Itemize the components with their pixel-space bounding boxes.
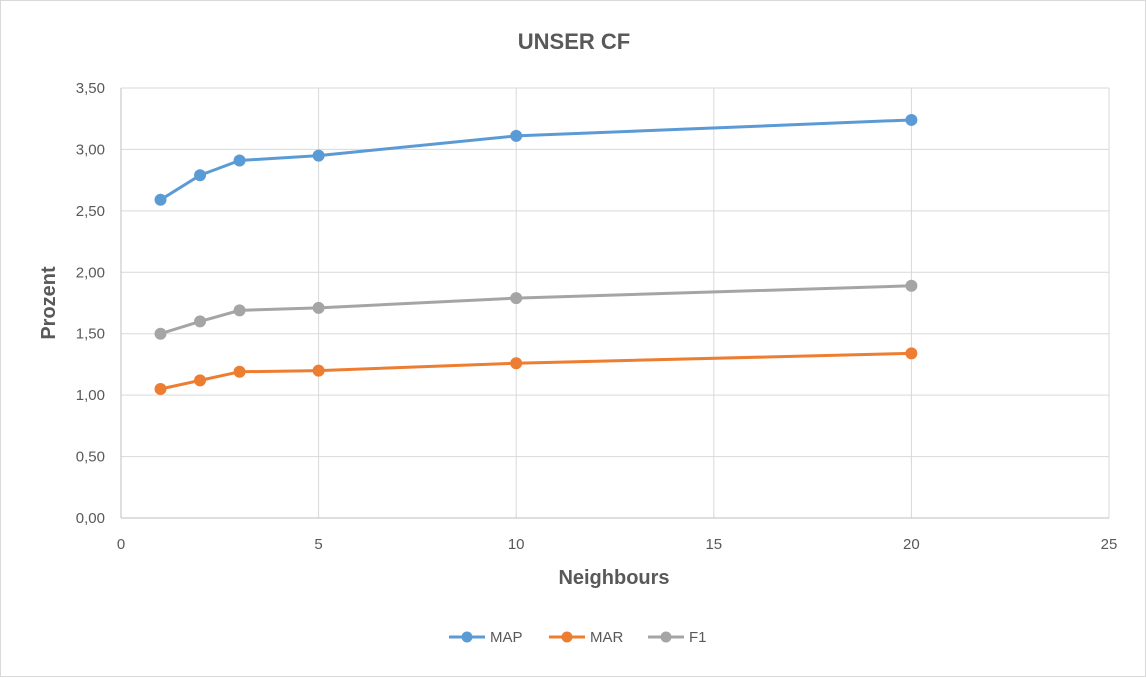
x-tick-label: 5: [314, 536, 322, 553]
data-point-mar: [312, 364, 325, 377]
y-tick-label: 2,50: [76, 203, 105, 220]
data-point-f1: [905, 279, 918, 292]
series-mar: [154, 347, 918, 395]
data-point-f1: [510, 292, 523, 305]
data-point-mar: [154, 383, 167, 395]
y-tick-labels: 0,00 0,50 1,00 1,50 2,00 2,50 3,00 3,50: [76, 80, 105, 527]
legend: MAP MAR F1: [449, 629, 707, 646]
series-group: [154, 113, 918, 395]
series-line-map: [159, 118, 912, 202]
x-tick-labels: 0 5 10 15 20 25: [117, 536, 1118, 553]
legend-label: MAR: [590, 629, 624, 646]
y-axis-title: Prozent: [38, 266, 60, 340]
x-axis-title: Neighbours: [558, 567, 669, 589]
data-point-mar: [905, 347, 918, 360]
data-point-f1: [233, 304, 246, 317]
series-line-f1: [160, 284, 912, 336]
data-point-mar: [194, 374, 207, 387]
data-point-mar: [233, 365, 246, 378]
x-tick-label: 15: [705, 536, 722, 553]
axes: [120, 88, 1109, 519]
data-point-map: [312, 149, 325, 162]
x-tick-label: 25: [1101, 536, 1118, 553]
y-tick-label: 1,00: [76, 387, 105, 404]
legend-item-mar: MAR: [549, 629, 624, 646]
y-tick-label: 0,50: [76, 449, 105, 466]
data-point-f1: [312, 301, 325, 314]
legend-item-f1: F1: [648, 629, 707, 646]
chart-title: UNSER CF: [518, 29, 630, 54]
data-point-f1: [154, 327, 167, 340]
data-point-f1: [194, 315, 207, 328]
y-tick-label: 1,50: [76, 326, 105, 343]
data-point-map: [233, 154, 246, 167]
data-point-map: [154, 193, 167, 206]
data-point-mar: [510, 357, 523, 370]
data-point-map: [194, 169, 207, 182]
legend-label: F1: [689, 629, 707, 646]
y-tick-label: 3,00: [76, 141, 105, 158]
series-f1: [154, 279, 918, 340]
data-point-map: [510, 129, 523, 142]
series-map: [154, 113, 918, 206]
x-tick-label: 20: [903, 536, 920, 553]
y-tick-label: 0,00: [76, 510, 105, 527]
x-tick-label: 0: [117, 536, 125, 553]
legend-marker: [561, 631, 573, 643]
gridlines: [121, 87, 1110, 518]
x-tick-label: 10: [508, 536, 525, 553]
y-tick-label: 3,50: [76, 80, 105, 97]
y-tick-label: 2,00: [76, 264, 105, 281]
legend-item-map: MAP: [449, 629, 523, 646]
legend-label: MAP: [490, 629, 523, 646]
series-line-mar: [160, 351, 912, 391]
data-point-map: [905, 113, 918, 126]
legend-marker: [660, 631, 672, 643]
legend-marker: [461, 631, 473, 643]
